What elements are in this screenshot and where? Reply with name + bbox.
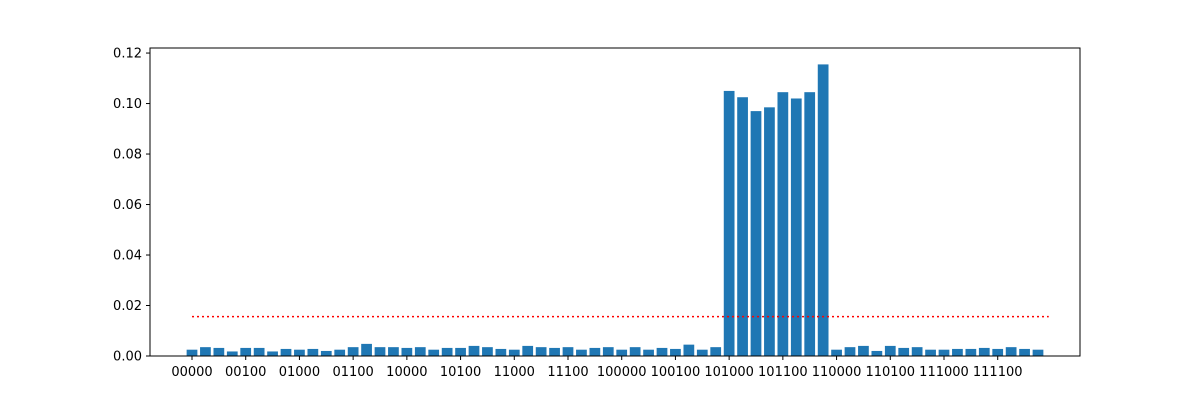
bar-36 — [670, 348, 681, 356]
y-tick-label: 0.10 — [113, 97, 142, 112]
x-tick-label: 101000 — [704, 365, 754, 380]
x-tick-label: 110100 — [865, 365, 915, 380]
bar-3 — [226, 351, 238, 356]
bar-22 — [482, 347, 493, 356]
bar-4 — [240, 347, 252, 356]
y-tick-label: 0.02 — [113, 299, 142, 314]
x-tick-label: 100000 — [597, 365, 647, 380]
y-tick-label: 0.06 — [113, 198, 142, 213]
bar-37 — [683, 344, 695, 356]
x-tick-label: 11100 — [547, 365, 588, 380]
bar-20 — [455, 347, 466, 356]
bar-14 — [374, 347, 386, 356]
bar-48 — [831, 349, 842, 356]
y-tick-label: 0.12 — [113, 47, 142, 62]
bar-55 — [925, 349, 936, 356]
bar-35 — [656, 347, 668, 356]
x-tick-label: 111100 — [973, 365, 1023, 380]
x-tick-label: 10000 — [386, 365, 427, 380]
bar-53 — [898, 347, 910, 356]
x-tick-label: 00100 — [225, 365, 266, 380]
bar-31 — [602, 347, 614, 356]
bar-23 — [495, 348, 507, 356]
bar-7 — [280, 348, 292, 356]
bar-21 — [468, 345, 480, 356]
bar-47 — [817, 64, 829, 356]
x-tick-label: 10100 — [440, 365, 481, 380]
y-tick-label: 0.04 — [113, 249, 142, 264]
x-tick-label: 100100 — [651, 365, 701, 380]
bar-11 — [334, 349, 346, 356]
bar-9 — [307, 348, 319, 356]
bar-54 — [911, 347, 923, 356]
y-tick-label: 0.00 — [113, 350, 142, 365]
bar-12 — [347, 347, 359, 356]
bar-24 — [508, 349, 520, 356]
bar-41 — [737, 97, 748, 356]
bar-58 — [965, 348, 977, 356]
bar-28 — [562, 347, 574, 356]
plot-frame — [149, 47, 1081, 357]
bar-27 — [549, 347, 560, 356]
bar-34 — [643, 349, 654, 356]
bar-56 — [938, 349, 950, 356]
bar-30 — [589, 347, 601, 356]
bar-39 — [710, 347, 722, 356]
bar-26 — [535, 347, 547, 356]
x-tick-label: 111000 — [919, 365, 969, 380]
x-tick-label: 00000 — [171, 365, 212, 380]
bar-1 — [200, 347, 211, 356]
x-axis: 00000 00100 01000 01100 10000 10100 11000 11100… — [171, 356, 1023, 380]
bar-43 — [764, 107, 775, 356]
bar-38 — [696, 349, 708, 356]
bar-45 — [790, 98, 802, 357]
bar-5 — [253, 347, 265, 356]
bar-62 — [1019, 348, 1030, 356]
bar-2 — [213, 347, 225, 356]
bars-group — [186, 64, 1044, 357]
bar-13 — [361, 343, 372, 356]
bar-49 — [844, 347, 856, 356]
bar-63 — [1032, 349, 1044, 356]
bar-16 — [401, 347, 413, 356]
x-tick-label: 01100 — [332, 365, 373, 380]
bar-10 — [320, 350, 332, 356]
bar-33 — [629, 347, 641, 356]
bar-40 — [723, 90, 735, 357]
bar-42 — [750, 111, 762, 356]
y-axis: 0.00 0.02 0.04 0.06 0.08 0.10 0.12 — [113, 47, 150, 365]
bar-60 — [992, 348, 1004, 356]
bar-52 — [884, 345, 896, 356]
x-tick-label: 101100 — [758, 365, 808, 380]
x-tick-label: 11000 — [494, 365, 535, 380]
bar-29 — [576, 349, 587, 356]
bar-51 — [871, 350, 883, 356]
bar-18 — [428, 349, 440, 356]
bar-25 — [522, 345, 534, 356]
bar-50 — [858, 345, 869, 356]
x-tick-label: 01000 — [279, 365, 320, 380]
bar-8 — [294, 349, 305, 356]
bar-19 — [441, 347, 453, 356]
x-tick-label: 110000 — [812, 365, 862, 380]
y-tick-label: 0.08 — [113, 148, 142, 163]
bar-15 — [388, 347, 399, 356]
bar-6 — [267, 351, 278, 356]
bar-0 — [186, 349, 198, 356]
bar-32 — [616, 349, 628, 356]
bar-17 — [414, 347, 426, 356]
bar-46 — [804, 92, 816, 357]
bar-61 — [1005, 347, 1017, 356]
bar-44 — [777, 92, 789, 357]
bar-59 — [978, 347, 990, 356]
bar-57 — [952, 348, 963, 356]
